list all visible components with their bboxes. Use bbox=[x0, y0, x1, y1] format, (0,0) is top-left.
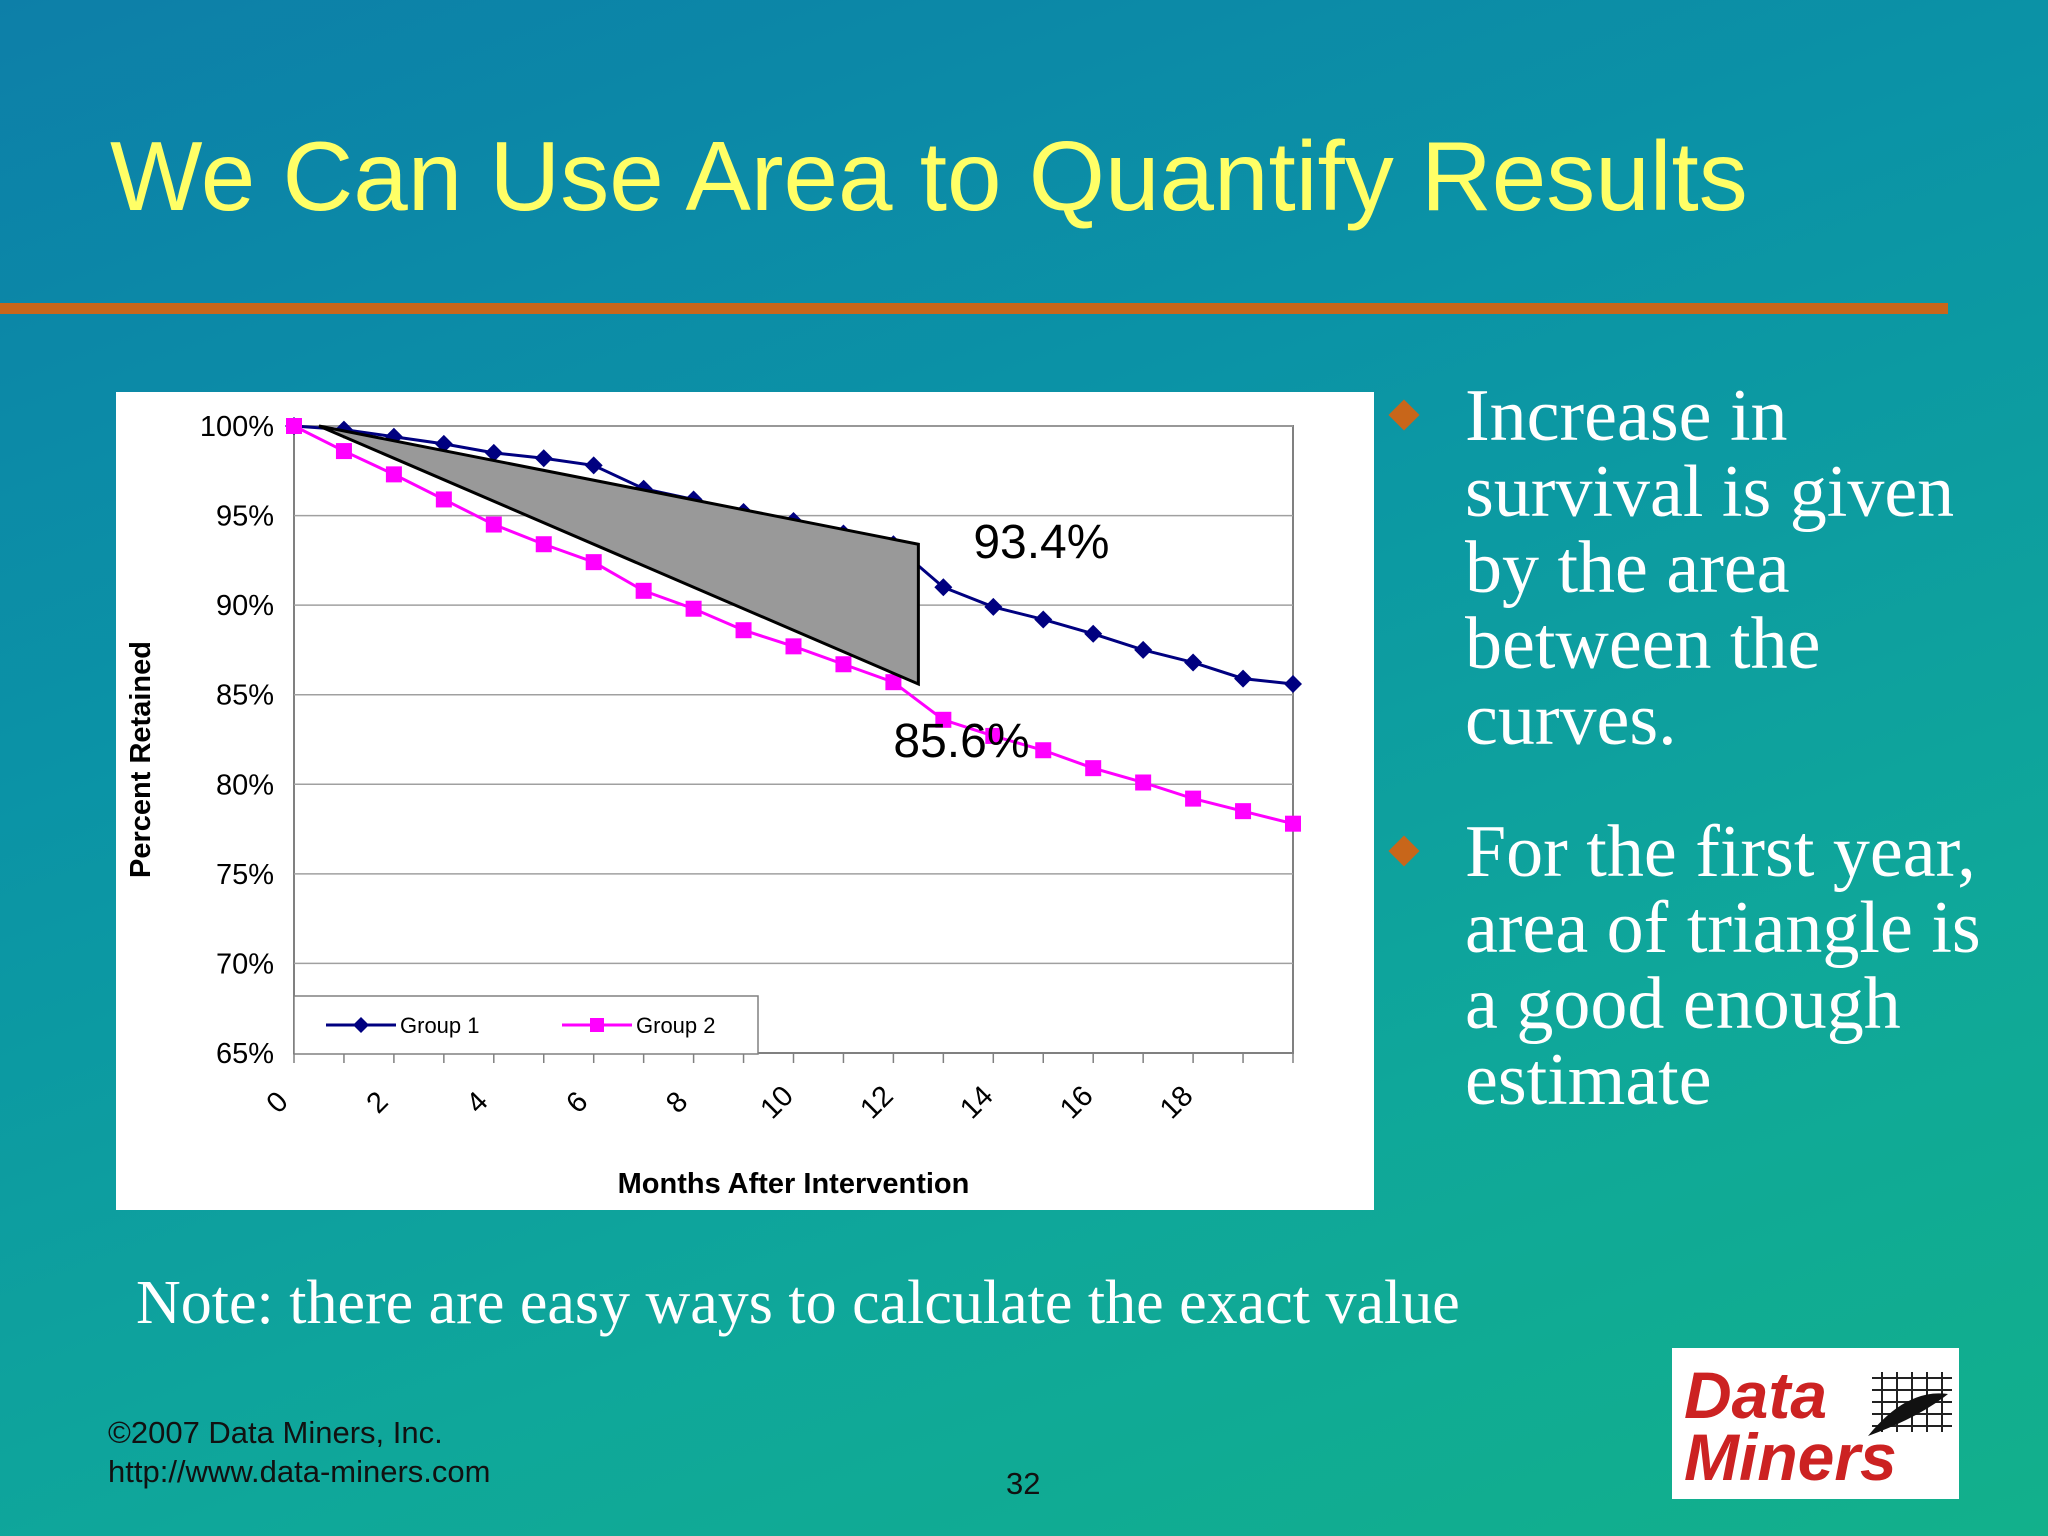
data-point bbox=[1285, 815, 1301, 832]
y-tick-label: 65% bbox=[216, 1038, 274, 1070]
data-point bbox=[635, 582, 652, 599]
x-tick-label: 2 bbox=[361, 1086, 395, 1120]
x-tick-label: 4 bbox=[460, 1086, 494, 1120]
data-point bbox=[735, 622, 752, 639]
y-tick-label: 90% bbox=[216, 590, 274, 622]
x-tick-label: 8 bbox=[660, 1086, 694, 1120]
y-axis-title: Percent Retained bbox=[125, 641, 157, 878]
data-point bbox=[685, 600, 702, 617]
y-tick-label: 70% bbox=[216, 948, 274, 980]
diamond-bullet-icon bbox=[1388, 399, 1420, 431]
data-point bbox=[534, 449, 553, 468]
bullet-text: For the first year, area of triangle is … bbox=[1465, 811, 1981, 1121]
data-point bbox=[885, 674, 902, 691]
data-point bbox=[935, 711, 952, 728]
x-tick-label: 16 bbox=[1054, 1080, 1099, 1125]
x-tick-label: 6 bbox=[560, 1086, 594, 1120]
data-point bbox=[985, 727, 1002, 744]
data-point bbox=[1085, 760, 1102, 777]
data-point bbox=[435, 491, 452, 508]
annotation-label: 85.6% bbox=[893, 715, 1029, 768]
data-point bbox=[1034, 610, 1053, 629]
data-point bbox=[1284, 674, 1302, 693]
x-axis-title: Months After Intervention bbox=[618, 1168, 970, 1200]
data-point bbox=[484, 443, 503, 462]
x-tick-label: 10 bbox=[754, 1080, 799, 1125]
bullet-text: Increase in survival is given by the are… bbox=[1465, 375, 1955, 761]
chart-panel: 100% 95% 90% 85% 80% 75% 70% 65% 0 2 4 6 8 10 12 14 16 18… bbox=[116, 392, 1374, 1210]
y-tick-label: 85% bbox=[216, 680, 274, 712]
data-point bbox=[286, 418, 302, 434]
data-point bbox=[1035, 742, 1052, 759]
y-tick-label: 95% bbox=[216, 501, 274, 533]
legend-label: Group 1 bbox=[400, 1013, 480, 1038]
x-tick-label: 12 bbox=[854, 1080, 899, 1125]
data-point bbox=[584, 456, 603, 475]
area-triangle bbox=[318, 424, 920, 687]
legend-marker bbox=[590, 1018, 604, 1032]
annotation-label: 93.4% bbox=[973, 516, 1109, 569]
data-point bbox=[1235, 803, 1252, 820]
logo-line-1: Data bbox=[1684, 1358, 1828, 1432]
data-point bbox=[485, 516, 502, 533]
website-url: http://www.data-miners.com bbox=[108, 1454, 491, 1489]
logo-feather-icon bbox=[1868, 1393, 1948, 1436]
legend-marker bbox=[353, 1017, 369, 1033]
data-point bbox=[535, 536, 552, 553]
data-point bbox=[1135, 774, 1152, 791]
data-point bbox=[1184, 653, 1203, 672]
diamond-bullet-icon bbox=[1388, 835, 1420, 867]
y-tick-label: 100% bbox=[200, 411, 274, 443]
bullet-list: Increase in survival is given by the are… bbox=[1385, 378, 2025, 1174]
data-point bbox=[785, 638, 802, 655]
data-point bbox=[934, 578, 953, 597]
logo-line-2: Miners bbox=[1684, 1420, 1897, 1494]
copyright: ©2007 Data Miners, Inc. http://www.data-… bbox=[108, 1413, 490, 1491]
note-text: Note: there are easy ways to calculate t… bbox=[136, 1269, 1460, 1337]
data-point bbox=[1134, 640, 1153, 659]
survival-chart: 100% 95% 90% 85% 80% 75% 70% 65% 0 2 4 6 8 10 12 14 16 18… bbox=[125, 411, 1302, 1200]
page-number: 32 bbox=[1006, 1466, 1041, 1501]
data-point bbox=[984, 597, 1003, 616]
slide-title: We Can Use Area to Quantify Results bbox=[110, 121, 1748, 231]
data-point bbox=[1234, 669, 1253, 688]
x-tick-label: 18 bbox=[1154, 1080, 1199, 1125]
copyright-line: ©2007 Data Miners, Inc. bbox=[108, 1415, 443, 1450]
y-tick-label: 80% bbox=[216, 769, 274, 801]
y-tick-label: 75% bbox=[216, 859, 274, 891]
legend-label: Group 2 bbox=[636, 1013, 716, 1038]
data-point bbox=[1084, 624, 1103, 643]
x-tick-label: 0 bbox=[261, 1086, 295, 1120]
data-point bbox=[835, 656, 852, 673]
title-divider bbox=[0, 303, 1948, 314]
logo-graphic bbox=[1868, 1372, 1952, 1436]
x-tick-label: 14 bbox=[954, 1080, 999, 1125]
data-miners-logo: Data Miners bbox=[1672, 1348, 1959, 1499]
data-point bbox=[585, 554, 602, 571]
data-point bbox=[335, 443, 352, 460]
data-point bbox=[385, 466, 402, 483]
data-point bbox=[1185, 790, 1202, 807]
bullet-item: Increase in survival is given by the are… bbox=[1385, 378, 2025, 758]
bullet-item: For the first year, area of triangle is … bbox=[1385, 814, 2025, 1118]
